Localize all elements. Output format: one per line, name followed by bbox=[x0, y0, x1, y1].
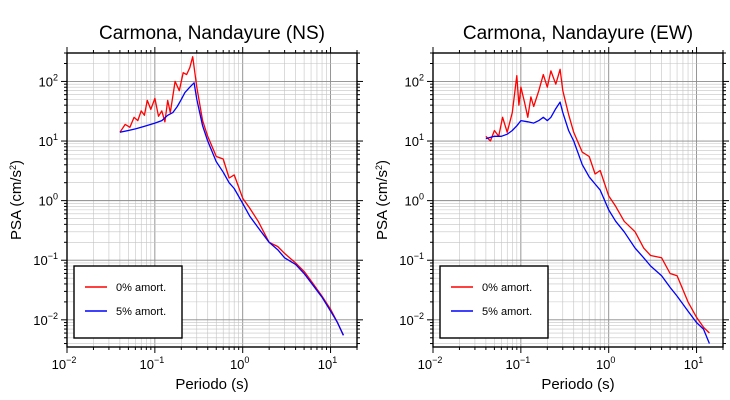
x-tick-label: 101 bbox=[318, 355, 337, 372]
legend-box bbox=[73, 265, 183, 339]
x-tick-label: 100 bbox=[596, 355, 615, 372]
axis-ticks bbox=[427, 47, 729, 353]
legend: 0% amort. 5% amort. bbox=[73, 265, 183, 339]
legend-label: 5% amort. bbox=[116, 306, 166, 318]
legend-label: 0% amort. bbox=[482, 282, 532, 294]
y-axis-label: PSA (cm/s2) bbox=[374, 160, 391, 240]
y-axis-label: PSA (cm/s2) bbox=[8, 160, 25, 240]
series-line-damping-0 bbox=[485, 68, 710, 334]
legend-label: 0% amort. bbox=[116, 282, 166, 294]
y-tick-label: 102 bbox=[405, 72, 424, 89]
chart-title: Carmona, Nandayure (EW) bbox=[463, 23, 693, 44]
x-tick-label: 101 bbox=[684, 355, 703, 372]
x-axis-label: Periodo (s) bbox=[541, 376, 614, 393]
y-tick-label: 102 bbox=[39, 72, 58, 89]
chart-title: Carmona, Nandayure (NS) bbox=[99, 23, 325, 44]
legend-box bbox=[439, 265, 549, 339]
axis-ticks bbox=[61, 47, 363, 353]
series-line-damping-5 bbox=[485, 101, 711, 344]
series-line-damping-0 bbox=[119, 56, 344, 336]
y-tick-label: 10−1 bbox=[399, 251, 424, 268]
series-line-damping-5 bbox=[119, 82, 344, 336]
y-tick-label: 10−2 bbox=[399, 311, 424, 328]
legend-label: 5% amort. bbox=[482, 306, 532, 318]
x-tick-label: 100 bbox=[230, 355, 249, 372]
x-tick-label: 10−1 bbox=[139, 355, 164, 372]
y-tick-label: 100 bbox=[405, 192, 424, 209]
y-tick-label: 100 bbox=[39, 192, 58, 209]
grid bbox=[432, 52, 724, 347]
plot-frame bbox=[432, 52, 724, 348]
y-tick-label: 10−1 bbox=[33, 251, 58, 268]
x-tick-label: 10−1 bbox=[505, 355, 530, 372]
x-tick-label: 10−2 bbox=[52, 355, 77, 372]
chart-panel-ns: 10−2 10−1 100 101 10−2 10−1 100 101 102 Carmona, … bbox=[8, 23, 363, 393]
y-tick-label: 10−2 bbox=[33, 311, 58, 328]
x-tick-label: 10−2 bbox=[418, 355, 443, 372]
x-axis-label: Periodo (s) bbox=[175, 376, 248, 393]
y-tick-label: 101 bbox=[405, 132, 424, 149]
legend: 0% amort. 5% amort. bbox=[439, 265, 549, 339]
chart-panel-ew: 10−2 10−1 100 101 10−2 10−1 100 101 102 Carmona, … bbox=[374, 23, 729, 393]
plot-frame bbox=[66, 52, 358, 348]
y-tick-label: 101 bbox=[39, 132, 58, 149]
